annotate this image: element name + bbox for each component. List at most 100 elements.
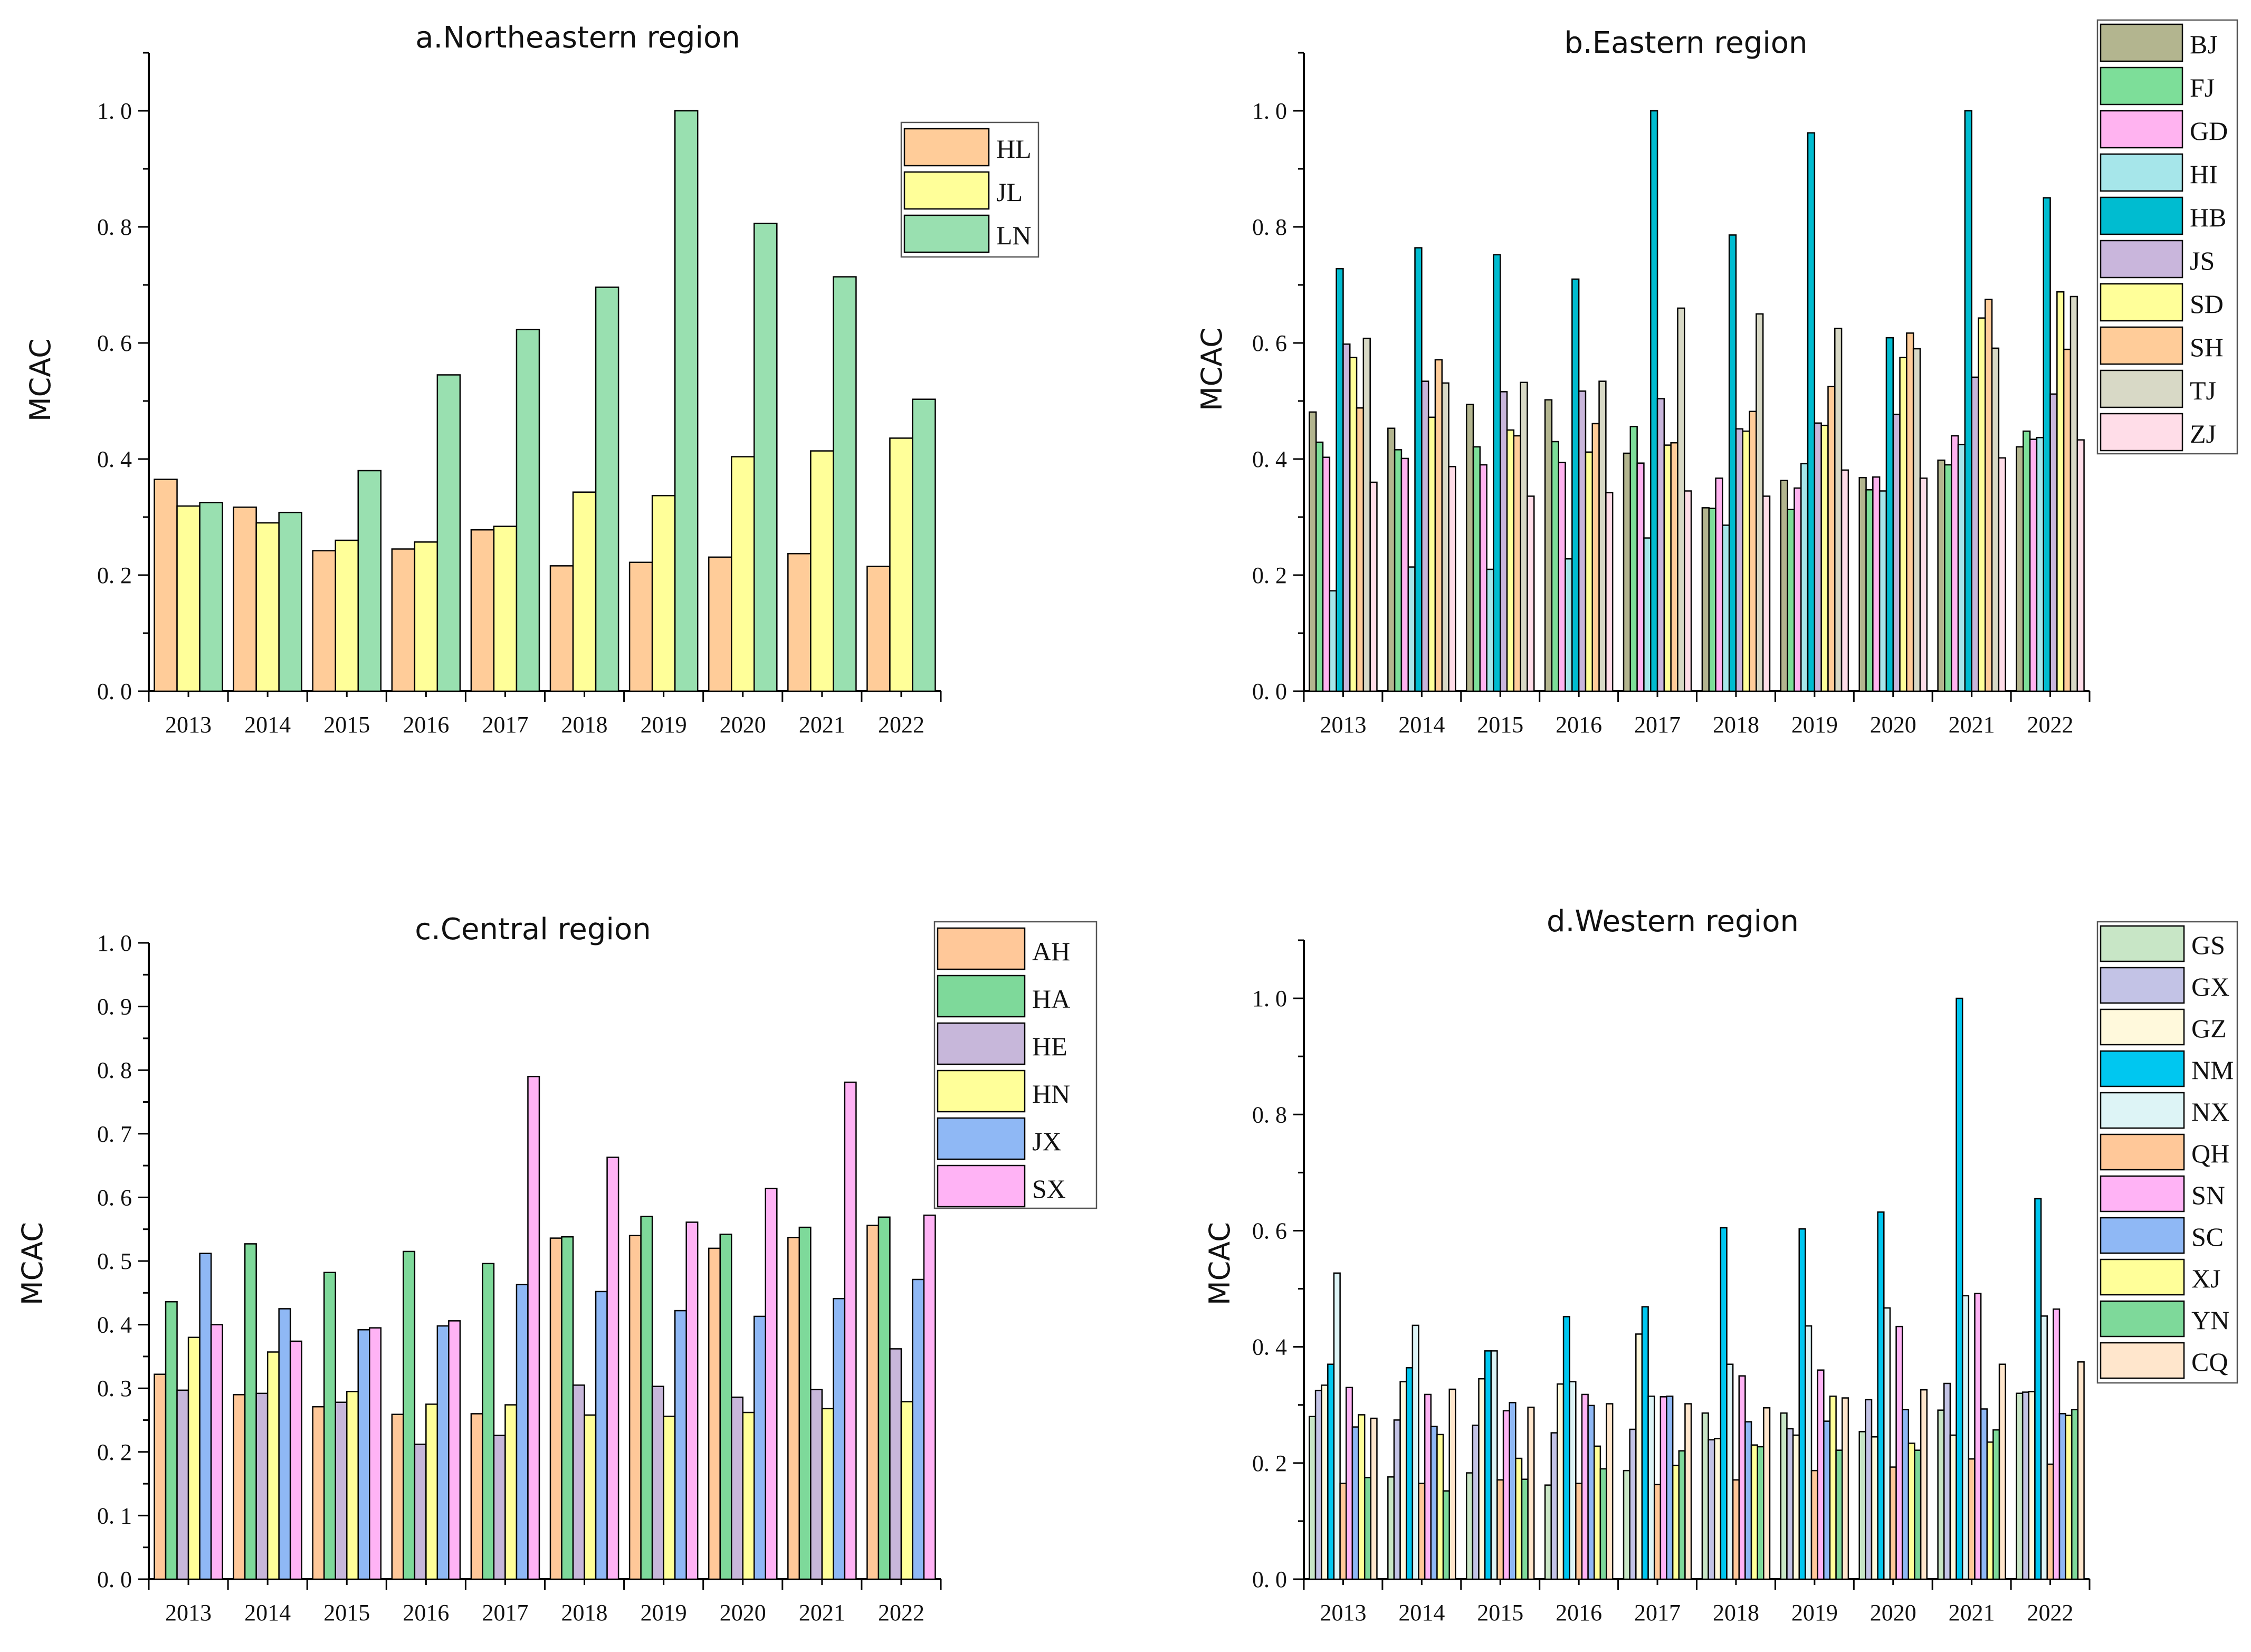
bar-SX-2019	[685, 1221, 699, 1580]
y-tick-label: 1. 0	[1252, 986, 1287, 1011]
y-tick-label: 0. 2	[97, 1439, 132, 1465]
bar-GX-2016	[1550, 1432, 1558, 1580]
bar-JL-2017	[493, 526, 518, 692]
bar-HN-2020	[742, 1411, 755, 1580]
bar-SD-2020	[1899, 357, 1907, 692]
bar-SH-2021	[1985, 299, 1993, 692]
chart-4: d.Western region MCAC 0. 0 0. 2 0. 4 0. 6 0. 8…	[1203, 904, 2238, 1626]
x-tick-label: 2016	[1556, 712, 1602, 738]
legend-label-HI: HI	[2190, 159, 2218, 189]
bar-HA-2017	[482, 1263, 495, 1580]
y-tick-label: 0. 4	[97, 1312, 132, 1338]
bar-YN-2017	[1678, 1450, 1686, 1580]
bar-NX-2019	[1805, 1325, 1813, 1580]
bar-GS-2016	[1544, 1484, 1552, 1580]
x-tick-label: 2018	[1713, 712, 1759, 738]
bar-SN-2014	[1424, 1393, 1432, 1580]
bar-JL-2015	[335, 539, 359, 692]
bar-SX-2014	[289, 1340, 302, 1580]
bar-HB-2015	[1493, 254, 1501, 692]
bar-GD-2022	[2029, 438, 2038, 692]
bar-YN-2020	[1914, 1449, 1922, 1580]
bar-JS-2017	[1656, 398, 1665, 692]
bar-AH-2015	[312, 1406, 325, 1580]
x-tick-label: 2020	[1870, 1600, 1916, 1626]
chart-1: a.Northeastern region MCAC 0. 0 0. 2 0. 4 0. …	[24, 21, 1039, 738]
bar-TJ-2013	[1362, 337, 1371, 692]
y-tick-label: 0. 5	[97, 1248, 132, 1274]
bar-HE-2014	[255, 1392, 269, 1580]
bar-AH-2018	[549, 1237, 562, 1580]
legend-label-GS: GS	[2191, 930, 2225, 960]
bar-JX-2021	[833, 1297, 846, 1580]
bar-GD-2021	[1950, 435, 1959, 692]
y-tick-label: 0. 4	[1252, 446, 1287, 472]
y-tick-label: 1. 0	[97, 930, 132, 956]
bar-TJ-2020	[1912, 348, 1921, 692]
legend-label-SC: SC	[2191, 1222, 2224, 1252]
x-tick-label: 2016	[403, 712, 449, 738]
legend-swatch-SX	[937, 1164, 1026, 1208]
x-tick-label: 2016	[1556, 1600, 1602, 1626]
bar-YN-2019	[1835, 1449, 1843, 1580]
bar-TJ-2017	[1677, 307, 1685, 692]
bar-NX-2022	[2040, 1315, 2048, 1580]
legend-label-GZ: GZ	[2191, 1014, 2227, 1043]
legend-swatch-HB	[2100, 196, 2183, 235]
bar-SD-2021	[1978, 317, 1986, 692]
bar-FJ-2017	[1629, 426, 1638, 692]
bar-GZ-2015	[1478, 1378, 1486, 1580]
legend-label-YN: YN	[2191, 1305, 2229, 1335]
bar-HB-2013	[1336, 268, 1344, 692]
legend-label-HL: HL	[996, 134, 1032, 164]
legend-swatch-NX	[2100, 1092, 2185, 1129]
y-axis-label: MCAC	[1195, 328, 1228, 411]
bar-NM-2022	[2034, 1198, 2042, 1580]
bar-YN-2014	[1442, 1490, 1450, 1580]
x-tick-label: 2018	[561, 1600, 608, 1626]
bar-JX-2014	[278, 1308, 291, 1580]
bar-HI-2022	[2036, 437, 2044, 692]
bar-HN-2013	[187, 1336, 201, 1580]
legend-label-AH: AH	[1032, 937, 1070, 966]
bar-JX-2017	[516, 1284, 529, 1580]
bar-GZ-2016	[1557, 1383, 1565, 1580]
bar-LN-2020	[753, 223, 778, 692]
bar-XJ-2014	[1436, 1434, 1444, 1580]
bar-GS-2018	[1701, 1412, 1709, 1580]
bar-JX-2019	[674, 1310, 687, 1580]
bar-SD-2022	[2056, 291, 2065, 692]
x-tick-label: 2014	[1398, 1600, 1445, 1626]
x-tick-label: 2014	[1398, 712, 1445, 738]
bar-HI-2020	[1878, 490, 1887, 692]
bar-NX-2015	[1490, 1350, 1498, 1580]
bar-FJ-2018	[1708, 508, 1716, 692]
y-axis-label: MCAC	[24, 338, 57, 422]
legend: AH HA HE HN JX SX	[933, 921, 1098, 1209]
x-tick-label: 2019	[641, 712, 687, 738]
x-tick-label: 2022	[2027, 1600, 2074, 1626]
legend-swatch-HI	[2100, 153, 2183, 192]
bar-LN-2017	[516, 329, 540, 692]
bar-LN-2018	[595, 287, 619, 692]
bar-XJ-2018	[1750, 1444, 1758, 1580]
bar-QH-2022	[2046, 1463, 2054, 1580]
legend-swatch-HN	[937, 1069, 1026, 1113]
bar-HI-2019	[1800, 463, 1809, 692]
bar-GX-2019	[1786, 1428, 1794, 1580]
bar-FJ-2022	[2023, 430, 2031, 692]
bar-QH-2018	[1732, 1479, 1740, 1580]
bar-HB-2016	[1571, 278, 1580, 692]
bar-HI-2018	[1722, 524, 1730, 692]
bar-HB-2021	[1964, 110, 1972, 692]
bar-QH-2021	[1968, 1458, 1976, 1580]
bar-AH-2022	[866, 1225, 880, 1580]
bar-TJ-2014	[1441, 382, 1449, 692]
bar-GS-2017	[1623, 1469, 1630, 1580]
bar-LN-2019	[674, 110, 699, 692]
bar-HE-2020	[730, 1396, 744, 1580]
y-tick-label: 0. 2	[97, 562, 132, 588]
legend-swatch-ZJ	[2100, 413, 2183, 452]
bar-XJ-2021	[1986, 1441, 1994, 1580]
bar-GS-2013	[1309, 1416, 1317, 1580]
